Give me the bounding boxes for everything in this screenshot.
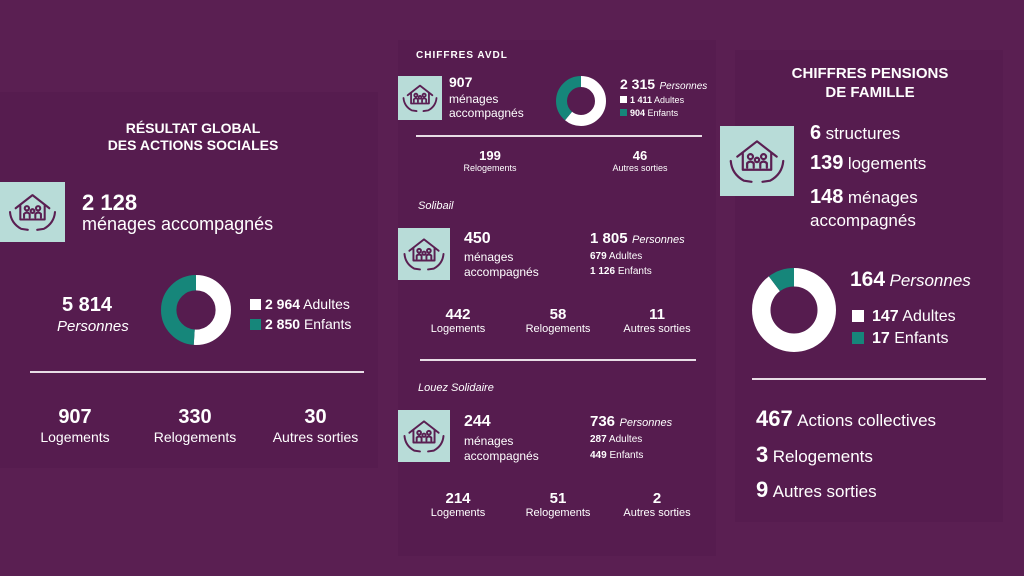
enfants-swatch xyxy=(852,332,864,344)
solibail-personnes: 1 805 Personnes xyxy=(590,230,685,247)
louez-stat-relogements: 51 Relogements xyxy=(525,490,591,519)
avdl-divider xyxy=(416,135,702,137)
enfants-swatch xyxy=(620,109,627,116)
pensions-logements: 139 logements xyxy=(810,152,927,174)
solibail-divider xyxy=(420,359,696,361)
avdl-adultes-legend: 1 411 Adultes xyxy=(620,95,684,105)
solibail-stat-logements: 442 Logements xyxy=(430,306,486,335)
pensions-stat-actions: 467 Actions collectives xyxy=(756,406,937,431)
pensions-donut-chart xyxy=(752,268,836,352)
global-donut-chart xyxy=(161,275,231,345)
louez-enfants: 449 Enfants xyxy=(590,450,644,461)
global-menages-label: ménages accompagnés xyxy=(82,214,274,234)
donut-slice-enfants xyxy=(752,268,836,352)
solibail-adultes: 679 Adultes xyxy=(590,251,643,262)
adultes-swatch xyxy=(852,310,864,322)
donut-slice-adultes xyxy=(752,268,836,352)
global-title: RÉSULTAT GLOBAL DES ACTIONS SOCIALES xyxy=(107,120,279,153)
louez-adultes: 287 Adultes xyxy=(590,434,643,445)
pensions-title: CHIFFRES PENSIONS DE FAMILLE xyxy=(791,65,949,101)
pensions-enfants-legend: 17 Enfants xyxy=(852,330,949,348)
solibail-stat-autres: 11 Autres sorties xyxy=(623,306,691,335)
pensions-personnes: 164 Personnes xyxy=(850,268,971,291)
solibail-stat-relogements: 58 Relogements xyxy=(525,306,591,335)
adultes-swatch xyxy=(620,96,627,103)
pensions-menages: 148 ménages accompagnés xyxy=(810,186,918,230)
global-stat-relogements: 330 Relogements xyxy=(153,406,237,445)
global-personnes-label: Personnes xyxy=(57,318,129,335)
pensions-structures: 6 structures xyxy=(810,122,901,144)
middle-panel xyxy=(398,40,716,556)
pensions-adultes-legend: 147 Adultes xyxy=(852,308,956,326)
louez-title: Louez Solidaire xyxy=(418,382,494,394)
avdl-stat-autres: 46 Autres sorties xyxy=(612,148,668,173)
donut-slice-enfants xyxy=(161,275,231,345)
louez-stat-autres: 2 Autres sorties xyxy=(623,490,691,519)
avdl-menages-value: 907 xyxy=(449,74,473,90)
house-family-hands-icon xyxy=(398,410,450,462)
solibail-enfants: 1 126 Enfants xyxy=(590,266,652,277)
avdl-title: CHIFFRES AVDL xyxy=(416,50,508,61)
solibail-title: Solibail xyxy=(418,200,454,212)
avdl-personnes: 2 315 Personnes xyxy=(620,76,708,92)
global-stat-autres: 30 Autres sorties xyxy=(272,406,359,445)
avdl-enfants-legend: 904 Enfants xyxy=(620,108,678,118)
global-personnes-value: 5 814 xyxy=(62,294,113,316)
louez-stat-logements: 214 Logements xyxy=(430,490,486,519)
louez-menages-label: ménages accompagnés xyxy=(464,434,539,463)
global-menages-value: 2 128 xyxy=(82,190,138,215)
louez-menages-value: 244 xyxy=(464,413,491,430)
pensions-stat-autres: 9 Autres sorties xyxy=(756,477,877,502)
pensions-divider xyxy=(752,378,986,380)
avdl-menages-label: ménages accompagnés xyxy=(449,92,524,120)
louez-personnes: 736 Personnes xyxy=(590,413,673,430)
house-family-hands-icon xyxy=(398,76,442,120)
global-enfants-legend: 2 850 Enfants xyxy=(250,316,351,332)
avdl-stat-relogements: 199 Relogements xyxy=(463,148,517,173)
house-family-hands-icon xyxy=(0,182,65,242)
avdl-donut-chart xyxy=(556,76,606,126)
pensions-stat-relogements: 3 Relogements xyxy=(756,442,873,467)
adultes-swatch xyxy=(250,299,261,310)
global-stat-logements: 907 Logements xyxy=(40,406,110,445)
solibail-menages-label: ménages accompagnés xyxy=(464,250,539,279)
donut-slice-enfants xyxy=(556,76,606,126)
global-adultes-legend: 2 964 Adultes xyxy=(250,296,350,312)
house-family-hands-icon xyxy=(720,126,794,196)
global-divider xyxy=(30,371,364,373)
solibail-menages-value: 450 xyxy=(464,230,491,247)
house-family-hands-icon xyxy=(398,228,450,280)
enfants-swatch xyxy=(250,319,261,330)
